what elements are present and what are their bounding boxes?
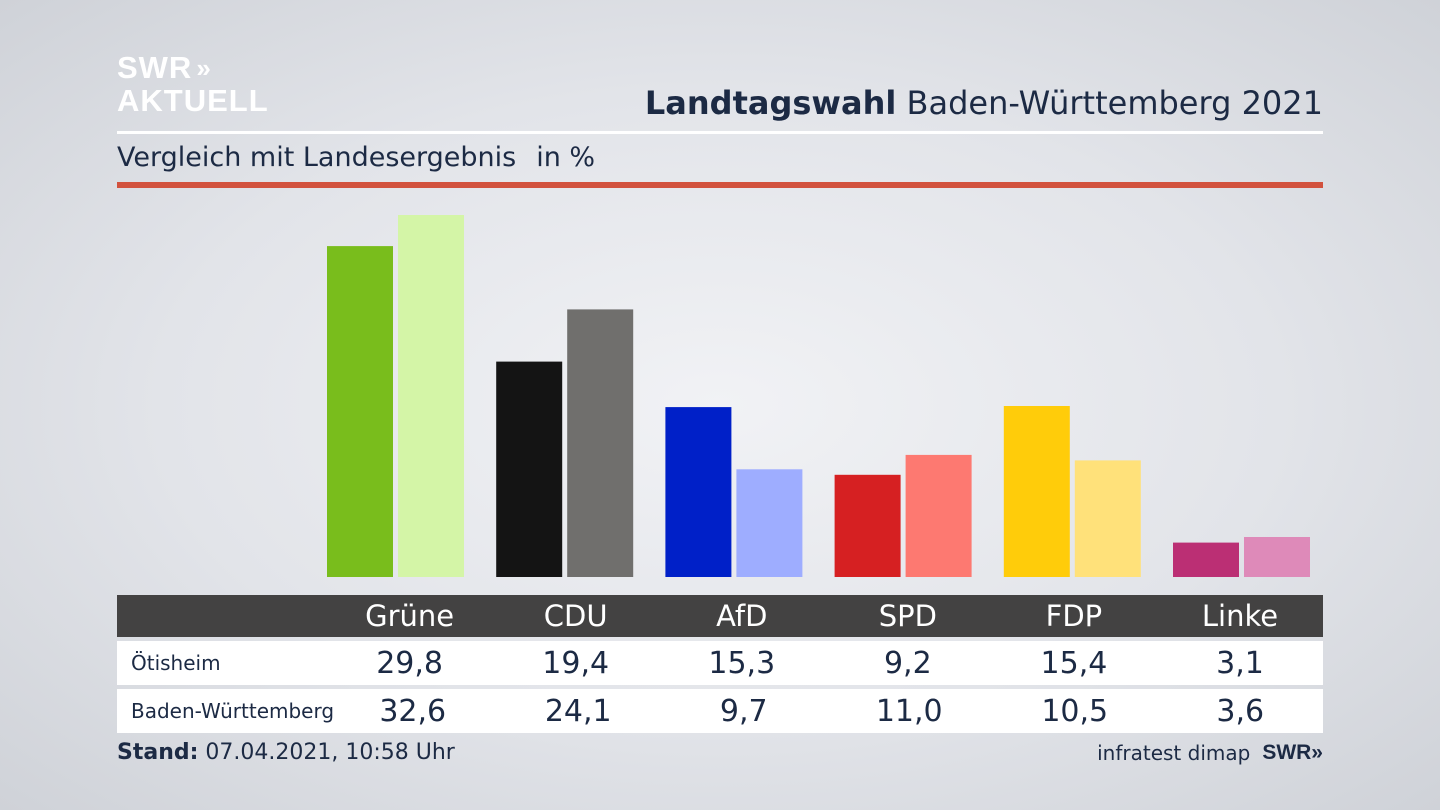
chart-subtitle: Vergleich mit Landesergebnis in % (117, 142, 595, 173)
bar-spd-state (905, 454, 972, 577)
bar-cdu-state (567, 309, 634, 577)
timestamp: Stand: 07.04.2021, 10:58 Uhr (117, 740, 455, 765)
table-header-empty (117, 595, 327, 637)
column-header-4: FDP (1045, 599, 1103, 633)
logo-aktuell-text: AKTUELL (117, 83, 269, 118)
column-header-2: AfD (716, 599, 768, 633)
table-header-row: Grüne CDU AfD SPD FDP Linke (117, 595, 1323, 637)
bar-fdp-local (1003, 406, 1070, 577)
table-row-local: Ötisheim 29,8 19,4 15,3 9,2 15,4 3,1 (117, 641, 1323, 685)
bar-afd-local (665, 407, 732, 577)
bar-grne-state (398, 215, 464, 577)
title-divider (117, 131, 1323, 134)
table-row-state: Baden-Württemberg 32,6 24,1 9,7 11,0 10,… (117, 689, 1323, 733)
value-cell: 15,4 (1040, 645, 1108, 681)
value-cell: 29,8 (376, 645, 443, 681)
bar-linke-state (1244, 537, 1310, 577)
row-label-local: Ötisheim (131, 651, 221, 675)
stand-value: 07.04.2021, 10:58 Uhr (205, 740, 455, 765)
stand-label: Stand: (117, 740, 199, 765)
value-cell: 9,7 (719, 693, 768, 729)
source-credit: infratest dimap SWR» (1097, 741, 1323, 765)
title-bold: Landtagswahl (644, 84, 897, 122)
value-cell: 10,5 (1041, 693, 1109, 729)
bar-linke-local (1173, 542, 1239, 577)
bar-grne-local (327, 246, 393, 577)
value-cell: 24,1 (544, 693, 612, 729)
swr-aktuell-logo: SWR» AKTUELL (117, 52, 269, 116)
bar-fdp-state (1074, 460, 1141, 577)
value-cell: 3,1 (1216, 645, 1264, 681)
column-header-0: Grüne (365, 599, 455, 633)
value-cell: 3,6 (1216, 693, 1265, 729)
swr-brand-logo: SWR» (1262, 741, 1323, 764)
source-name: infratest dimap (1097, 741, 1251, 765)
logo-chevron-icon: » (196, 52, 211, 83)
results-table: Grüne CDU AfD SPD FDP Linke Ötisheim 29,8 19,… (117, 595, 1323, 733)
accent-divider (117, 182, 1323, 188)
row-label-state: Baden-Württemberg (131, 699, 335, 723)
bar-afd-state (736, 469, 803, 577)
value-cell: 11,0 (875, 693, 943, 729)
value-cell: 32,6 (379, 693, 447, 729)
subtitle-text: Vergleich mit Landesergebnis (117, 142, 517, 173)
column-header-3: SPD (878, 599, 937, 633)
value-cell: 9,2 (883, 645, 932, 681)
value-cell: 19,4 (542, 645, 610, 681)
column-header-1: CDU (543, 599, 608, 633)
bar-cdu-local (496, 361, 563, 577)
logo-swr-text: SWR (117, 50, 193, 85)
bar-spd-local (834, 474, 901, 577)
subtitle-unit: in % (536, 142, 596, 173)
value-cell: 15,3 (708, 645, 776, 681)
column-header-5: Linke (1201, 599, 1279, 633)
title-rest: Baden-Württemberg 2021 (906, 84, 1324, 122)
page-title: Landtagswahl Baden-Württemberg 2021 (645, 84, 1323, 122)
